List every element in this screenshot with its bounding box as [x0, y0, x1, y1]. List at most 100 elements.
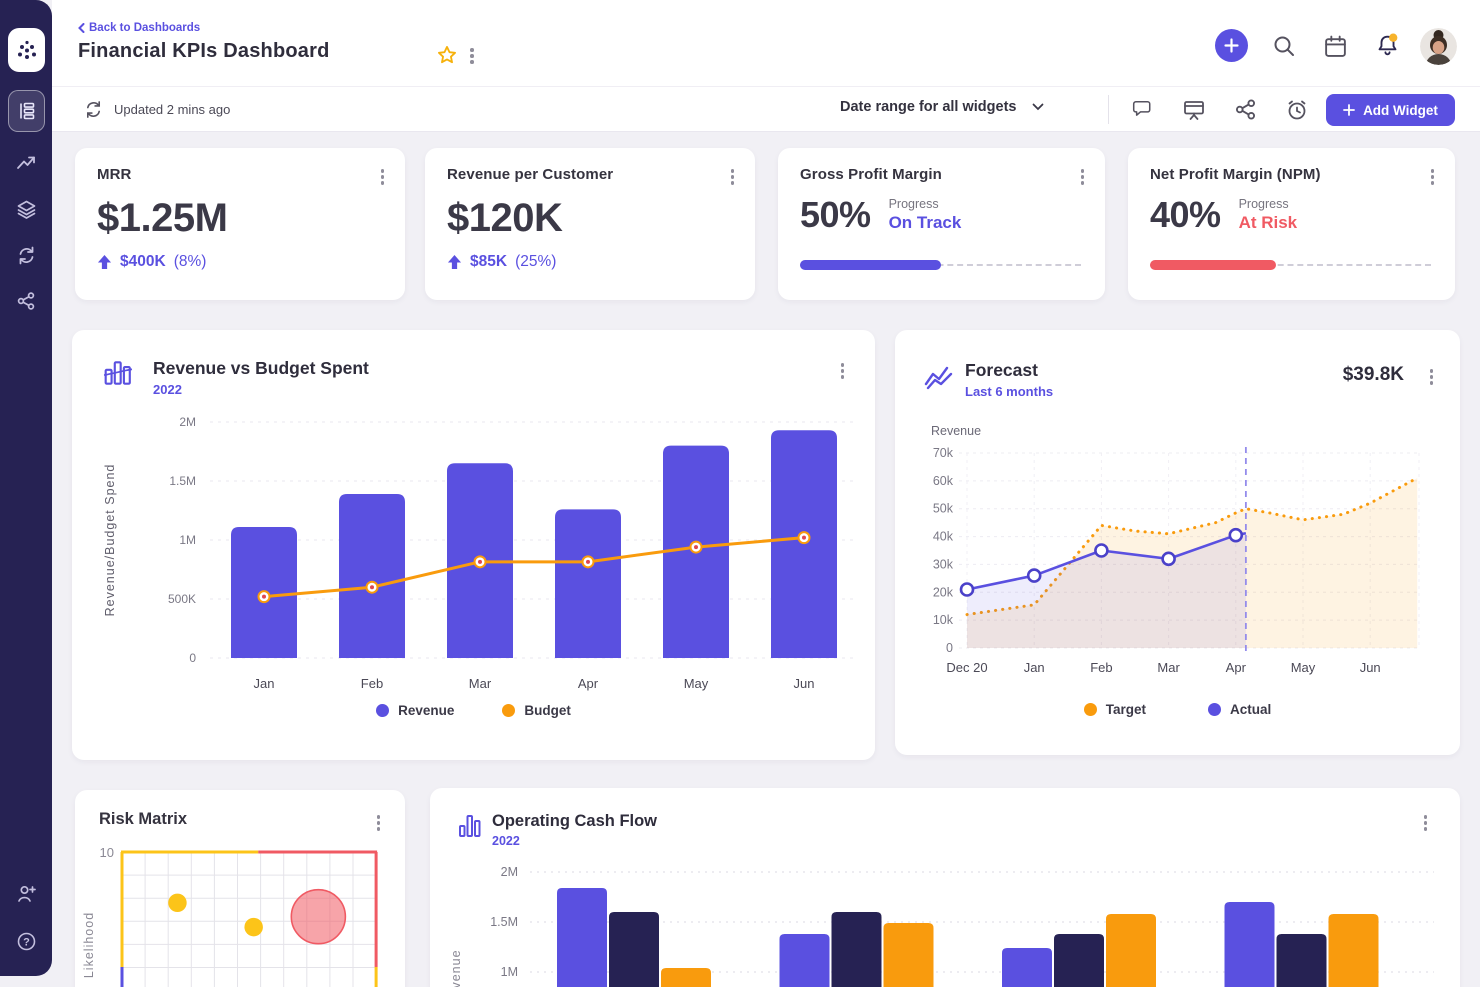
add-widget-button[interactable]: Add Widget	[1326, 94, 1455, 126]
widget-title: Operating Cash Flow	[492, 812, 658, 830]
progress-status: On Track	[888, 212, 962, 232]
refresh-icon[interactable]	[84, 100, 103, 119]
sidebar: ?	[0, 0, 52, 976]
widget-menu-button[interactable]	[374, 812, 384, 834]
svg-text:70k: 70k	[933, 446, 954, 460]
progress-track	[1150, 264, 1431, 266]
kpi-delta-pct: (25%)	[515, 252, 557, 270]
kpi-title: Revenue per Customer	[447, 166, 614, 183]
kpi-value: 50%	[800, 193, 871, 235]
sync-icon	[19, 246, 33, 264]
y-axis-title: Revenue	[931, 424, 982, 438]
sidebar-item-trends[interactable]	[15, 152, 37, 174]
notification-badge	[1388, 33, 1397, 42]
widget-title: Revenue vs Budget Spent	[153, 358, 369, 378]
legend-label: Budget	[524, 703, 571, 718]
svg-text:Mar: Mar	[469, 676, 492, 691]
progress-label: Progress	[888, 196, 939, 211]
history-button[interactable]	[1284, 97, 1309, 122]
widget-title: Risk Matrix	[99, 810, 188, 828]
user-avatar[interactable]	[1420, 28, 1457, 65]
sidebar-add-user[interactable]	[15, 882, 37, 904]
favorite-star-button[interactable]	[434, 42, 460, 68]
svg-text:Jun: Jun	[1360, 660, 1381, 675]
svg-text:30k: 30k	[933, 557, 954, 571]
line-chart-icon	[924, 366, 953, 390]
svg-text:1M: 1M	[179, 533, 196, 547]
logo-dots-icon	[17, 40, 36, 59]
app-logo[interactable]	[8, 28, 45, 72]
svg-text:0: 0	[189, 651, 196, 665]
legend-revenue[interactable]: Revenue	[376, 703, 454, 718]
legend-actual[interactable]: Actual	[1208, 702, 1271, 717]
date-range-select[interactable]: Date range for all widgets	[840, 99, 1044, 115]
legend-label: Target	[1105, 702, 1146, 717]
avatar-photo	[1420, 28, 1457, 65]
kpi-value: $120K	[447, 195, 563, 240]
widget-subtitle: Last 6 months	[965, 384, 1054, 399]
comment-icon	[1132, 101, 1151, 116]
search-icon	[1274, 36, 1294, 56]
svg-text:Jan: Jan	[1024, 660, 1045, 675]
comment-button[interactable]	[1130, 97, 1155, 122]
bell-icon	[1378, 33, 1397, 55]
svg-text:Feb: Feb	[361, 676, 383, 691]
kpi-menu-button[interactable]	[728, 166, 738, 188]
share-button[interactable]	[1233, 97, 1258, 122]
kpi-menu-button[interactable]	[1078, 166, 1088, 188]
svg-text:?: ?	[23, 936, 30, 948]
kpi-card-net-profit-margin: Net Profit Margin (NPM) 40% Progress At …	[1128, 148, 1455, 300]
legend-dot	[1083, 703, 1097, 716]
share-nodes-icon	[17, 292, 35, 310]
notifications-button[interactable]	[1373, 31, 1401, 59]
legend-dot	[376, 704, 390, 717]
user-plus-icon	[17, 885, 36, 902]
widget-menu-button[interactable]	[1421, 812, 1431, 834]
svg-text:Apr: Apr	[1226, 660, 1247, 675]
kpi-menu-button[interactable]	[1428, 166, 1438, 188]
widget-menu-button[interactable]	[1427, 366, 1437, 388]
widget-menu-button[interactable]	[838, 360, 848, 382]
legend-target[interactable]: Target	[1083, 702, 1146, 717]
svg-text:May: May	[684, 676, 709, 691]
widget-value: $39.8K	[1342, 364, 1404, 385]
svg-text:2M: 2M	[179, 415, 196, 429]
sidebar-help[interactable]: ?	[15, 930, 37, 952]
sidebar-item-sync[interactable]	[15, 244, 37, 266]
svg-text:Feb: Feb	[1090, 660, 1112, 675]
kpi-delta: $400K	[120, 252, 166, 270]
svg-text:0: 0	[946, 641, 953, 655]
widget-cash-flow: Operating Cash Flow 2022 2M 1.5M 1M Revenue	[430, 788, 1460, 987]
progress-bar	[1150, 260, 1431, 270]
kpi-value: 40%	[1150, 193, 1221, 235]
star-icon	[438, 46, 456, 64]
kpi-card-revenue-per-customer: Revenue per Customer $120K $85K (25%)	[425, 148, 755, 300]
sidebar-item-dashboards[interactable]	[8, 90, 45, 132]
present-button[interactable]	[1181, 97, 1206, 122]
calendar-button[interactable]	[1322, 33, 1348, 59]
legend-dot	[1208, 703, 1221, 716]
svg-text:1M: 1M	[501, 965, 518, 979]
page-menu-button[interactable]	[467, 45, 477, 67]
widget-risk-matrix: Risk Matrix 10 Likelihood	[75, 790, 405, 987]
svg-text:500K: 500K	[168, 592, 196, 606]
progress-bar	[800, 260, 1081, 270]
legend-budget[interactable]: Budget	[502, 703, 571, 718]
chevron-left-icon	[78, 23, 85, 33]
svg-text:1.5M: 1.5M	[169, 474, 196, 488]
kpi-title: Net Profit Margin (NPM)	[1150, 166, 1321, 183]
create-button[interactable]	[1215, 29, 1248, 62]
svg-text:20k: 20k	[933, 585, 954, 599]
back-link-label: Back to Dashboards	[89, 22, 201, 34]
back-link[interactable]: Back to Dashboards	[78, 22, 200, 34]
toolbar-divider	[1108, 95, 1109, 124]
sidebar-item-share[interactable]	[15, 290, 37, 312]
svg-text:Likelihood: Likelihood	[82, 912, 96, 978]
search-button[interactable]	[1271, 33, 1297, 59]
legend-label: Actual	[1230, 702, 1272, 717]
bar-chart-icon	[459, 815, 481, 837]
layers-icon	[17, 200, 35, 219]
sidebar-item-layers[interactable]	[15, 198, 37, 220]
kpi-menu-button[interactable]	[378, 166, 388, 188]
